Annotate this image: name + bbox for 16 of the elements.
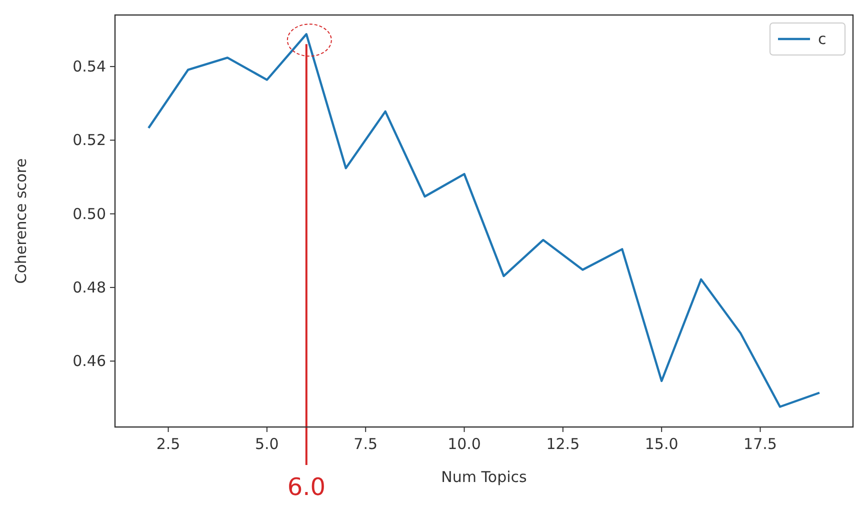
y-tick-label: 0.54	[72, 58, 106, 76]
ref-line-label: 6.0	[287, 473, 326, 501]
x-tick-label: 10.0	[448, 435, 481, 453]
x-tick-label: 5.0	[255, 435, 279, 453]
x-tick-label: 2.5	[156, 435, 180, 453]
x-tick-label: 15.0	[644, 435, 678, 453]
x-tick-label: 12.5	[546, 435, 580, 453]
x-tick-label: 7.5	[354, 435, 378, 453]
y-tick-label: 0.52	[72, 131, 106, 150]
y-tick-label: 0.48	[72, 278, 106, 296]
legend-label: c	[818, 30, 826, 48]
x-tick-label: 17.5	[744, 435, 777, 453]
y-tick-label: 0.50	[72, 204, 106, 223]
x-axis-title: Num Topics	[441, 468, 528, 486]
y-axis-title: Coherence score	[12, 158, 30, 284]
y-tick-label: 0.46	[72, 352, 106, 370]
